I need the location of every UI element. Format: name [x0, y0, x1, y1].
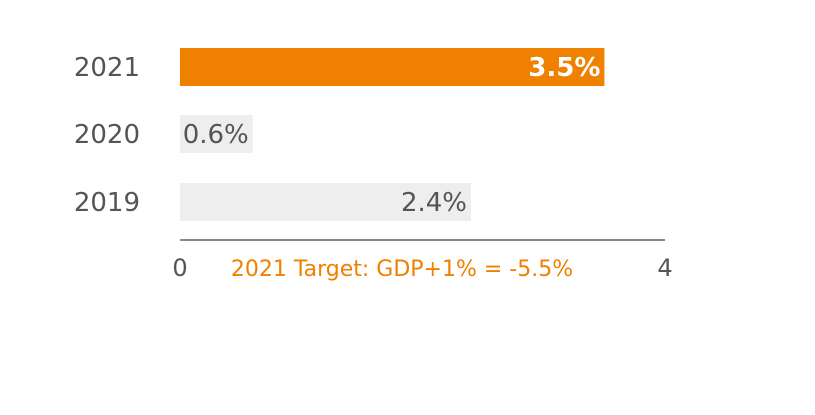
category-label-2021: 2021: [74, 53, 140, 83]
bar-2021: [180, 48, 605, 86]
bars-layer: [180, 48, 605, 221]
x-tick-label-0: 0: [172, 254, 187, 282]
bar-2019: [180, 183, 471, 221]
category-label-2019: 2019: [74, 188, 140, 218]
x-tick-label-4: 4: [657, 254, 672, 282]
labels-layer: 2021 3.5% 2020 0.6% 2019 2.4%: [74, 53, 601, 218]
target-annotation: 2021 Target: GDP+1% = -5.5%: [231, 257, 573, 282]
value-label-2019: 2.4%: [401, 188, 467, 218]
bar-2020: [180, 115, 253, 153]
category-label-2020: 2020: [74, 120, 140, 150]
value-label-2020: 0.6%: [183, 120, 249, 150]
value-label-2021: 3.5%: [528, 53, 600, 83]
